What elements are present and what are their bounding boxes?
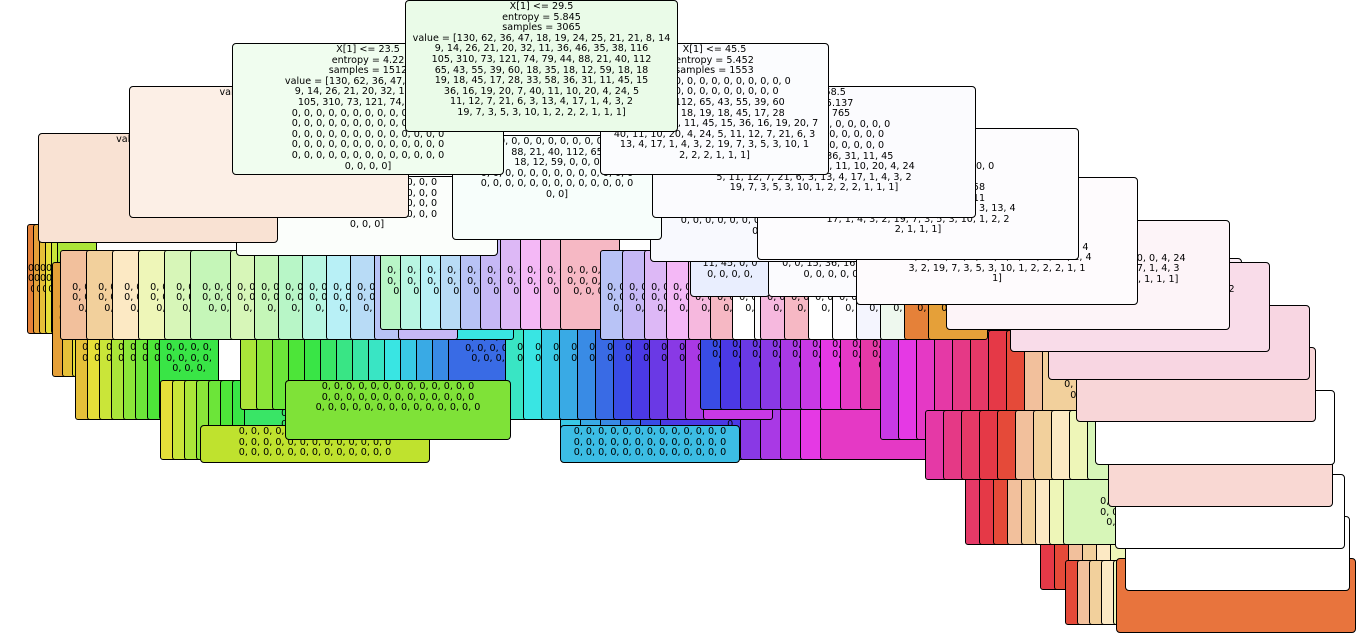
tree-node-line: 0, 0, 0, 0, 0, 0, 0, 0, 0, 0, 0, 0, 0: [480, 178, 634, 190]
tree-node-line: 0, 0, 0, 0, 0, 0, 0, 0, 0, 0, 0, 0, 0: [573, 436, 727, 448]
tree-node-blue_lower: 0, 0, 0, 0, 0, 0, 0, 0, 0, 0, 0, 0, 0 0, …: [560, 425, 740, 463]
tree-node-line: 0, 0, 0, 0, 0, 0, 0, 0, 0, 0, 0, 0, 0: [291, 149, 445, 161]
tree-node-line: value = [130, 62, 36, 47, 18, 19, 24, 25…: [412, 32, 671, 44]
tree-node-line: 0, 0, 0]: [349, 219, 385, 231]
tree-node-line: 88, 21, 40, 112, 65: [511, 146, 603, 158]
tree-node-line: 19, 7, 3, 5, 3, 10, 1, 2, 2, 2, 1, 1, 1]: [457, 106, 626, 118]
tree-node-line: 17, 1, 4, 3, 2, 19, 7, 3, 5, 3, 10, 1, 2…: [826, 213, 1010, 225]
tree-node-line: 19, 18, 45, 17, 28, 33, 58, 36, 31, 11, …: [434, 75, 649, 87]
tree-node-line: 0, 0]: [545, 188, 569, 200]
tree-node-line: 0]: [653, 226, 861, 238]
tree-node-line: X[1] <= 45.5: [682, 44, 747, 55]
tree-node-line: 0, 0, 0, 0, 0, 0, 0, 0, 0, 0, 0, 0, 0: [321, 391, 475, 403]
tree-node-line: entropy = 4.22: [331, 54, 405, 66]
tree-node-line: 2, 1, 1, 1]: [894, 224, 942, 236]
tree-node-line: 0, 0, 0, 0, 0, 0, 0, 0, 0, 0, 0, 0, 0: [321, 381, 475, 392]
tree-node-line: 36, 16, 19, 20, 7, 40, 11, 10, 20, 4, 24…: [443, 85, 640, 97]
tree-node-line: 13, 4, 17, 1, 4, 3, 2, 19, 7, 3, 5, 3, 1…: [619, 139, 810, 151]
tree-node-line: 0, 0, 0, 0, 0, 0, 0, 0, 0, 0, 0, 0, 0: [573, 426, 727, 437]
tree-node-line: 0, 0, 0, 0, 0, 0, 0, 0, 0, 0, 0, 0, 0: [291, 139, 445, 151]
tree-node-line: samples = 3065: [502, 22, 581, 34]
tree-node-line: 0, 0, 0, 0, 0, 0, 0, 0, 0, 0, 0, 0, 0: [291, 128, 445, 140]
tree-node-line: 0, 0, 0, 0, 0, 0, 0, 0, 0, 0, 0, 0, 0: [238, 436, 392, 448]
tree-node-line: 40, 11, 10, 20, 4, 24, 5, 11, 12, 7, 21,…: [613, 128, 816, 140]
tree-node-line: 9, 14, 26, 21, 20, 32, 11, 36, 46, 35, 3…: [434, 43, 649, 55]
tree-node-line: 65, 43, 55, 39, 60, 18, 35, 18, 12, 59, …: [434, 64, 649, 76]
tree-node-line: 0, 0, 0, 0]: [344, 160, 392, 172]
tree-node-line: 3, 2, 19, 7, 3, 5, 3, 10, 1, 2, 2, 2, 1,…: [908, 262, 1086, 274]
tree-node-line: X[1] <= 29.5: [509, 1, 574, 12]
tree-node-line: 5, 11, 12, 7, 21, 6, 3, 13, 4, 17, 1, 4,…: [716, 171, 912, 183]
tree-node-line: 11, 12, 7, 21, 6, 3, 13, 4, 17, 1, 4, 3,…: [449, 96, 634, 108]
tree-node-line: 11, 45, 0, 0: [702, 258, 758, 269]
tree-node-root: X[1] <= 29.5 entropy = 5.845 samples = 306…: [405, 0, 678, 132]
tree-node-line: entropy = 5.452: [675, 54, 754, 66]
tree-node-line: 0, 0, 0, 0, 0, 0, 0, 0, 0, 0, 0, 0, 0: [238, 447, 392, 459]
tree-node-line: X[1] <= 23.5: [336, 44, 400, 55]
tree-node-line: 1]: [992, 273, 1002, 285]
tree-node-line: 105, 310, 73, 121, 74, 79, 44, 88, 21, 4…: [431, 53, 652, 65]
tree-node-line: samples = 1512: [328, 65, 408, 77]
tree-node-line: 18, 12, 59, 0, 0, 0: [514, 157, 600, 169]
tree-node-line: 0, 0, 0, 0,: [707, 268, 753, 280]
tree-node-green_left: 0, 0, 0, 0, 0, 0, 0, 0, 0, 0, 0, 0, 0 0, …: [285, 380, 511, 440]
tree-node-line: 0, 0, 0, 0, 0, 0, 0, 0, 0, 0, 0, 0, 0, 0: [315, 402, 481, 414]
tree-node-line: samples = 1553: [675, 65, 754, 77]
tree-node-mid_frag_a: 11, 45, 0, 0 0, 0, 0, 0,: [690, 257, 770, 297]
tree-node-line: 2, 2, 2, 1, 1, 1]: [679, 149, 750, 161]
tree-node-line: 0, 0, 0, 0, 0, 0, 0, 0, 0, 0, 0, 0, 0: [573, 447, 727, 459]
tree-node-line: entropy = 5.845: [502, 11, 581, 23]
tree-node-line: 19, 7, 3, 5, 3, 10, 1, 2, 2, 2, 1, 1, 1]: [729, 182, 899, 194]
